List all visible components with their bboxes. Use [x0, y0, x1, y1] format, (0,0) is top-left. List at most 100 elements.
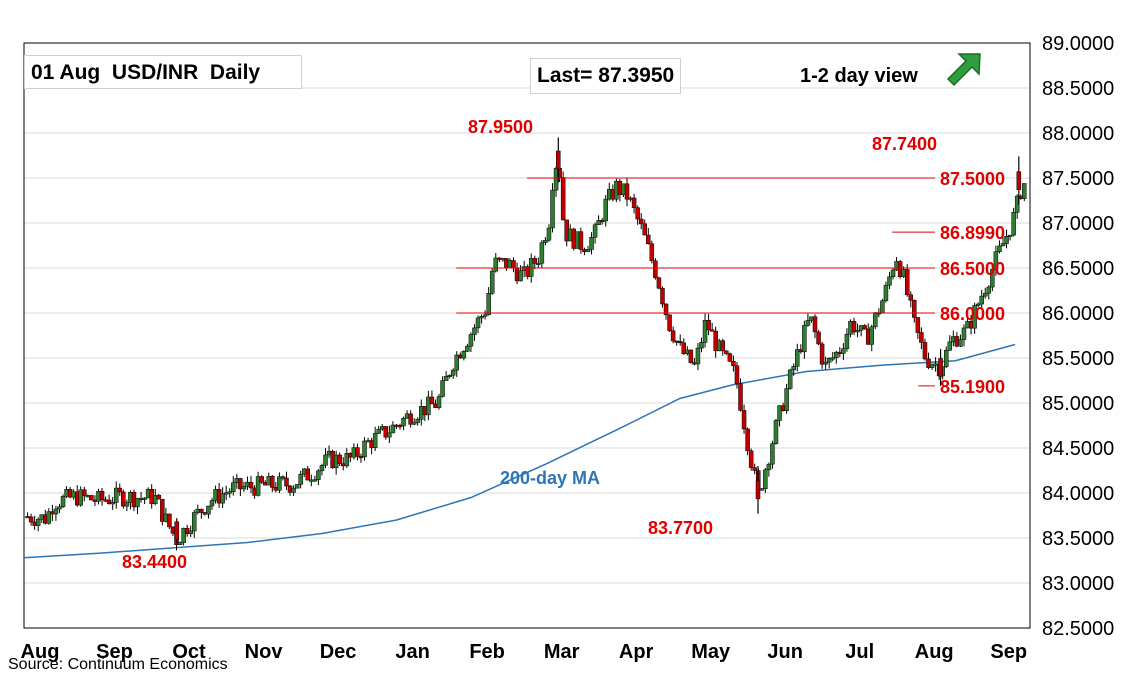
- candle-body: [603, 198, 608, 222]
- candle-body: [401, 417, 406, 427]
- candle-body: [787, 369, 793, 389]
- candle-body: [983, 292, 988, 297]
- candle-body: [943, 349, 949, 368]
- candle-body: [188, 530, 193, 534]
- x-tick-label: Dec: [320, 641, 357, 663]
- candle-body: [791, 366, 796, 371]
- level-label: 87.5000: [940, 169, 1005, 189]
- last-price-box: Last= 87.3950: [530, 58, 682, 94]
- candle-body: [312, 479, 318, 482]
- candle-body: [972, 305, 977, 329]
- x-tick-label: Aug: [21, 641, 60, 663]
- candle-body: [663, 303, 669, 316]
- candle-body: [777, 405, 782, 421]
- candle-body: [844, 333, 850, 349]
- candle-body: [511, 260, 516, 269]
- candle-body: [635, 207, 640, 220]
- up-right-arrow-icon: [946, 53, 981, 87]
- level-label: 86.5000: [940, 259, 1005, 279]
- candle-body: [653, 260, 658, 279]
- candle-body: [631, 197, 637, 208]
- candle-body: [773, 420, 779, 444]
- candle-body: [121, 491, 126, 507]
- candle-body: [376, 428, 381, 434]
- candle-body: [816, 331, 821, 345]
- candle-body: [904, 269, 910, 296]
- candle-body: [238, 478, 243, 490]
- candle-body: [986, 286, 992, 294]
- candle-body: [482, 314, 488, 317]
- candle-body: [926, 358, 931, 368]
- candle-body: [319, 465, 325, 472]
- candle-body: [819, 343, 825, 365]
- y-tick-label: 88.5000: [1042, 78, 1114, 100]
- candle-body: [731, 361, 736, 367]
- candle-body: [646, 234, 651, 245]
- candle-body: [855, 330, 860, 333]
- candle-body: [383, 426, 389, 438]
- candle-body: [727, 353, 733, 362]
- candle-body: [241, 486, 247, 490]
- candle-body: [741, 410, 747, 430]
- candle-body: [82, 489, 87, 497]
- candle-body: [585, 249, 591, 253]
- candle-body: [851, 320, 857, 333]
- candle-body: [305, 468, 311, 481]
- candle-body: [259, 476, 264, 483]
- extreme-candle-body: [1016, 171, 1022, 190]
- x-tick-label: May: [691, 641, 731, 663]
- candle-body: [763, 469, 768, 490]
- candle-body: [344, 453, 350, 467]
- extreme-candle-body: [755, 480, 761, 500]
- candle-body: [465, 345, 470, 352]
- candle-body: [795, 349, 800, 367]
- candle-body: [869, 326, 875, 345]
- candle-body: [280, 476, 286, 479]
- candle-body: [724, 350, 729, 354]
- candle-body: [546, 227, 552, 241]
- candle-body: [738, 383, 743, 411]
- candle-body: [805, 320, 811, 326]
- candle-body: [486, 293, 491, 316]
- candle-body: [670, 330, 676, 342]
- candle-body: [223, 492, 229, 495]
- candle-body: [450, 369, 456, 376]
- candle-body: [291, 487, 296, 493]
- candle-body: [699, 342, 704, 349]
- candle-body: [220, 493, 225, 504]
- candle-body: [181, 527, 186, 543]
- y-tick-label: 83.5000: [1042, 528, 1114, 550]
- candle-body: [897, 261, 903, 277]
- candle-body: [454, 354, 459, 371]
- candle-body: [192, 512, 197, 532]
- candle-body: [702, 320, 708, 343]
- candle-body: [270, 476, 275, 488]
- y-tick-label: 85.0000: [1042, 393, 1114, 415]
- candle-body: [539, 242, 545, 264]
- candle-body: [429, 396, 435, 405]
- candle-body: [826, 357, 832, 363]
- candle-body: [206, 505, 211, 515]
- candle-body: [830, 357, 835, 360]
- x-tick-label: Sep: [96, 641, 133, 663]
- candle-body: [323, 454, 328, 466]
- candle-body: [110, 502, 115, 505]
- candle-body: [387, 432, 392, 438]
- candle-body: [638, 218, 644, 225]
- candle-body: [355, 447, 360, 457]
- candle-body: [461, 351, 467, 359]
- arrow-head: [946, 53, 981, 87]
- y-tick-label: 87.5000: [1042, 168, 1114, 190]
- x-tick-label: Jan: [395, 641, 429, 663]
- candle-body: [468, 334, 474, 347]
- candle-body: [532, 258, 538, 264]
- candle-body: [961, 327, 967, 340]
- extreme-label: 83.7700: [648, 518, 713, 538]
- candle-body: [57, 506, 62, 510]
- candle-body: [624, 183, 630, 200]
- candle-body: [560, 177, 566, 221]
- candle-body: [156, 494, 162, 500]
- plot-border: [23, 42, 1031, 629]
- x-tick-label: Jun: [767, 641, 803, 663]
- x-tick-label: Aug: [915, 641, 954, 663]
